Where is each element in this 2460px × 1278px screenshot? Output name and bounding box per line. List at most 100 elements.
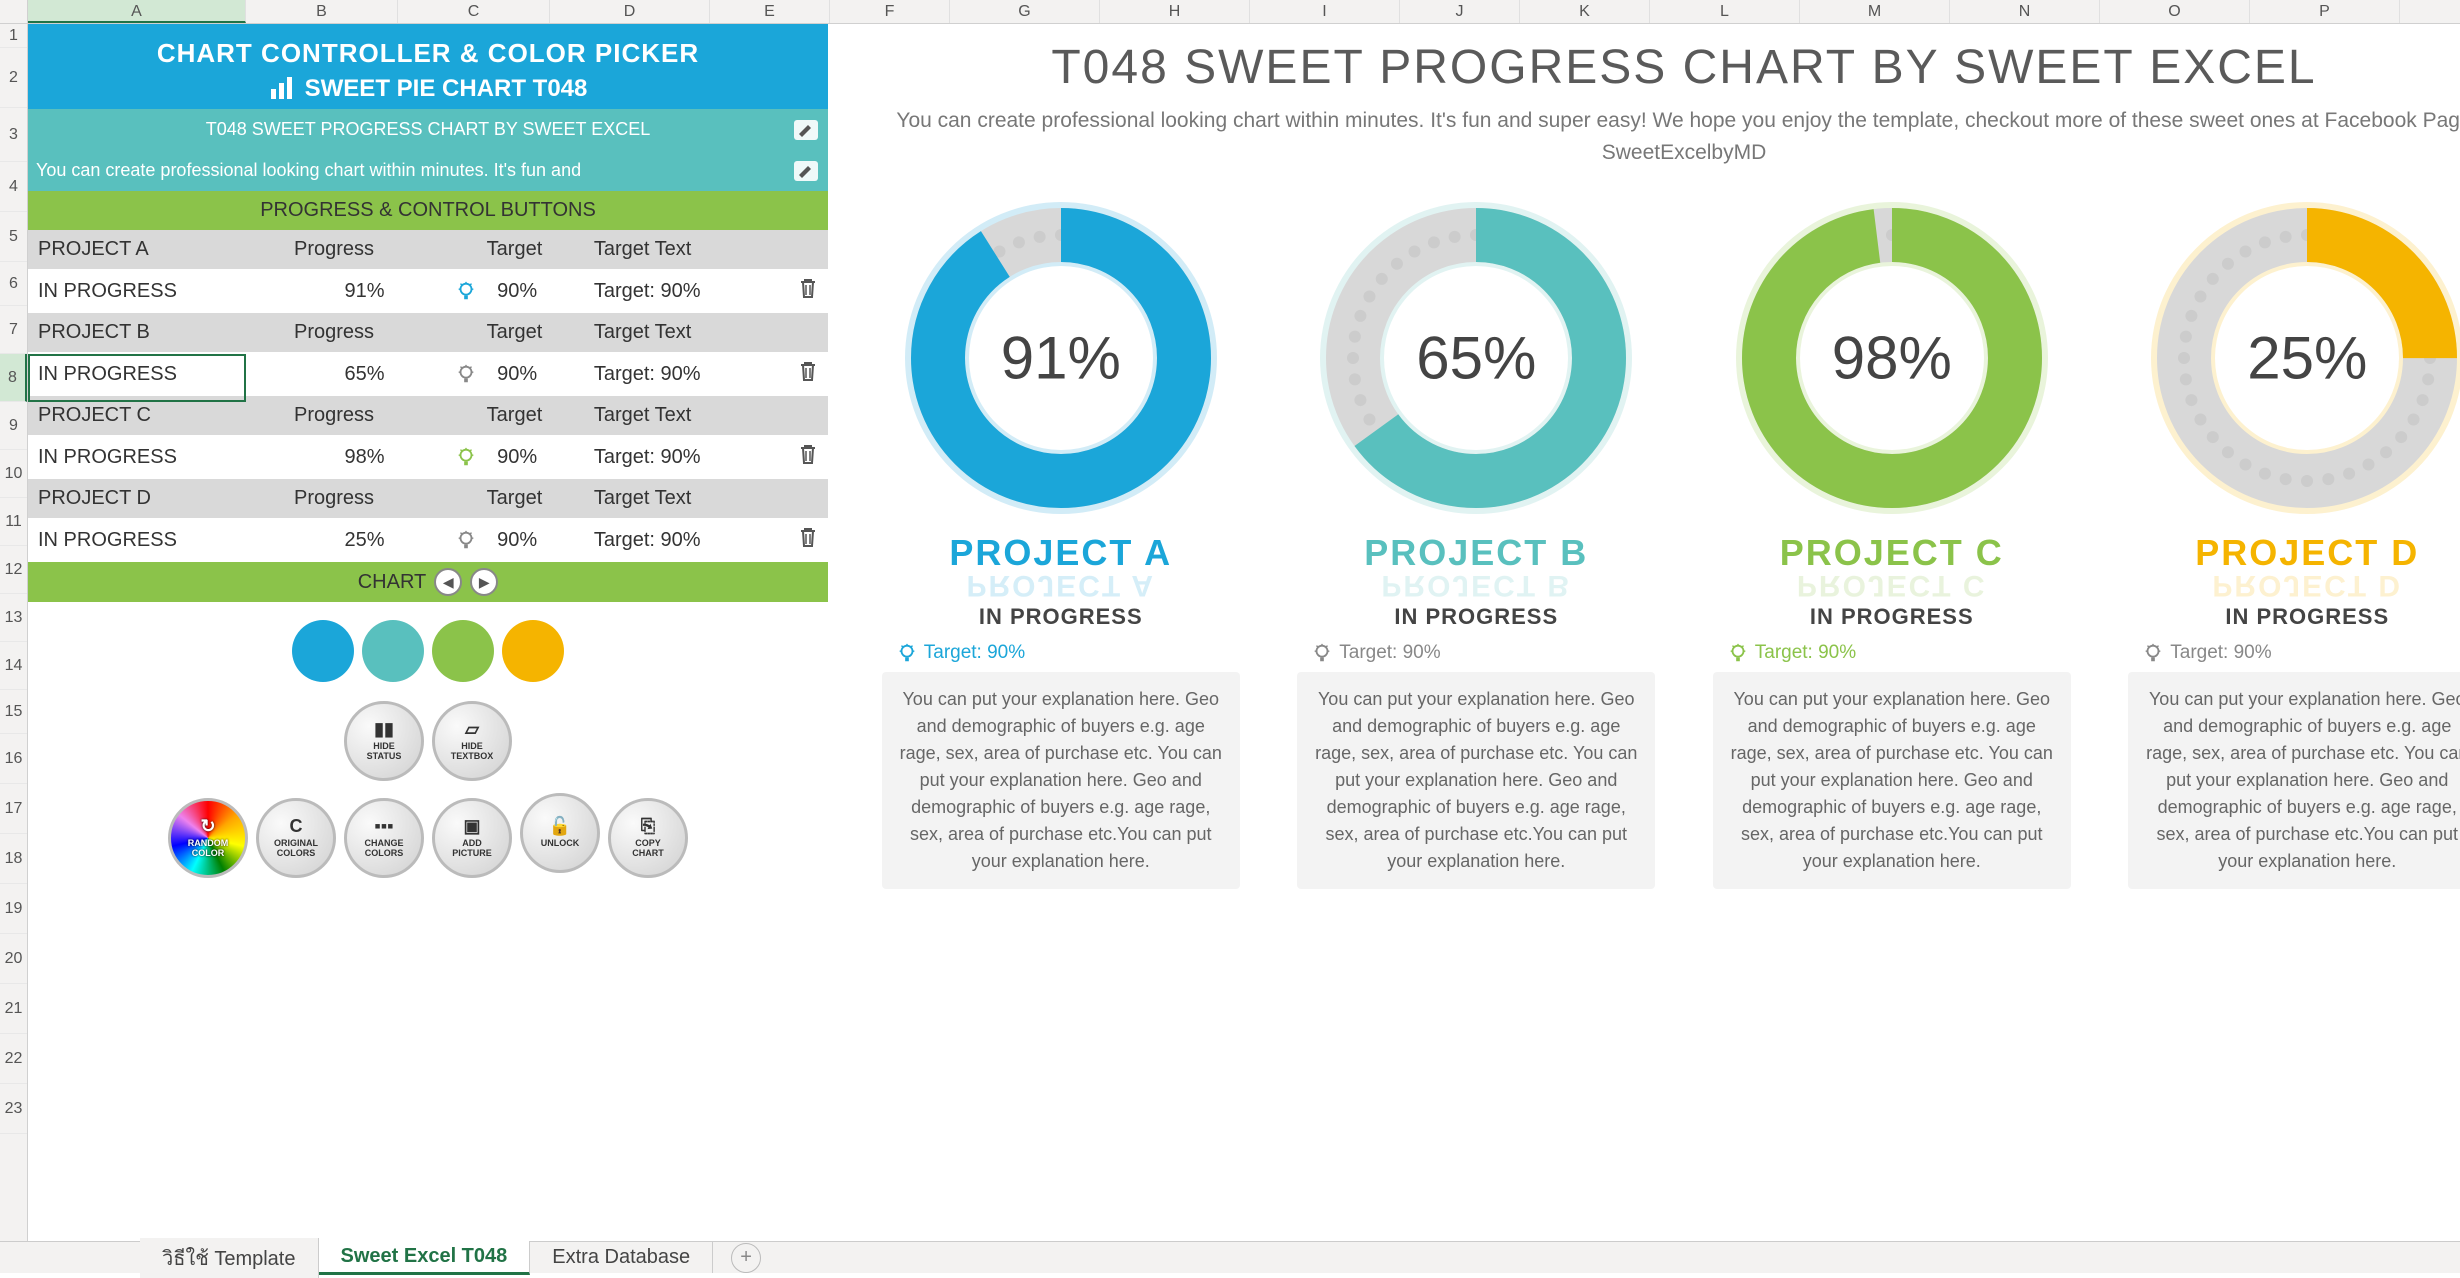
row-header-4[interactable]: 4	[0, 162, 27, 212]
project-name-cell[interactable]: PROJECT D	[28, 479, 284, 518]
project-name-reflection: PROJECT B	[1291, 568, 1661, 602]
column-header-L[interactable]: L	[1650, 0, 1800, 23]
row-header-6[interactable]: 6	[0, 262, 27, 306]
target-cell[interactable]: 90%	[487, 352, 584, 396]
status-cell[interactable]: IN PROGRESS	[28, 352, 284, 396]
delete-button[interactable]	[788, 518, 828, 562]
row-header-13[interactable]: 13	[0, 594, 27, 642]
column-header-K[interactable]: K	[1520, 0, 1650, 23]
donut-percent-label: 25%	[2247, 324, 2367, 393]
delete-button[interactable]	[788, 269, 828, 313]
ctrl-button-hide-textbox[interactable]: ▱HIDETEXTBOX	[432, 701, 512, 781]
row-header-15[interactable]: 15	[0, 690, 27, 734]
row-header-3[interactable]: 3	[0, 108, 27, 162]
target-text-cell[interactable]: Target: 90%	[584, 518, 788, 562]
column-header-G[interactable]: G	[950, 0, 1100, 23]
ctrl-button-copy-chart[interactable]: ⎘COPYCHART	[608, 798, 688, 878]
sheet-tab[interactable]: Sweet Excel T048	[319, 1241, 531, 1275]
row-header-19[interactable]: 19	[0, 884, 27, 934]
color-swatch-2[interactable]	[432, 620, 494, 682]
status-cell[interactable]: IN PROGRESS	[28, 435, 284, 479]
target-text-cell[interactable]: Target: 90%	[584, 269, 788, 313]
lightbulb-icon[interactable]	[445, 435, 487, 479]
column-header-P[interactable]: P	[2250, 0, 2400, 23]
target-cell[interactable]: 90%	[487, 435, 584, 479]
row-headers: 1234567891011121314151617181920212223	[0, 24, 28, 1241]
target-text-cell[interactable]: Target: 90%	[584, 352, 788, 396]
column-header-J[interactable]: J	[1400, 0, 1520, 23]
project-name-cell[interactable]: PROJECT A	[28, 230, 284, 269]
color-swatch-3[interactable]	[502, 620, 564, 682]
chart-prev-button[interactable]: ◀	[434, 568, 462, 596]
ctrl-button-random-color[interactable]: ↻RANDOMCOLOR	[168, 798, 248, 878]
column-header-E[interactable]: E	[710, 0, 830, 23]
lightbulb-icon[interactable]	[445, 352, 487, 396]
ctrl-button-change-colors[interactable]: ▪▪▪CHANGECOLORS	[344, 798, 424, 878]
explanation-box: You can put your explanation here. Geo a…	[1297, 672, 1655, 889]
row-header-5[interactable]: 5	[0, 212, 27, 262]
progress-cell[interactable]: 25%	[284, 518, 445, 562]
row-header-7[interactable]: 7	[0, 306, 27, 354]
progress-cell[interactable]: 98%	[284, 435, 445, 479]
column-header-Q[interactable]: Q	[2400, 0, 2460, 23]
status-cell[interactable]: IN PROGRESS	[28, 518, 284, 562]
status-cell[interactable]: IN PROGRESS	[28, 269, 284, 313]
progress-cell[interactable]: 91%	[284, 269, 445, 313]
sheet-tab[interactable]: วิธีใช้ Template	[140, 1238, 319, 1278]
row-header-14[interactable]: 14	[0, 642, 27, 690]
donut-percent-label: 65%	[1416, 324, 1536, 393]
progress-cell[interactable]: 65%	[284, 352, 445, 396]
column-header-B[interactable]: B	[246, 0, 398, 23]
col-target: Target	[445, 230, 584, 269]
row-header-20[interactable]: 20	[0, 934, 27, 984]
target-text-cell[interactable]: Target: 90%	[584, 435, 788, 479]
col-target-text: Target Text	[584, 479, 788, 518]
project-name-reflection: PROJECT D	[2122, 568, 2460, 602]
row-header-1[interactable]: 1	[0, 24, 27, 48]
row-header-16[interactable]: 16	[0, 734, 27, 784]
project-name-cell[interactable]: PROJECT B	[28, 313, 284, 352]
chart-nav-bar: CHART ◀ ▶	[28, 562, 828, 602]
lightbulb-icon[interactable]	[445, 269, 487, 313]
row-header-8[interactable]: 8	[0, 354, 27, 402]
color-swatch-0[interactable]	[292, 620, 354, 682]
ctrl-button-original-colors[interactable]: CORIGINALCOLORS	[256, 798, 336, 878]
row-header-17[interactable]: 17	[0, 784, 27, 834]
target-row: Target: 90%	[2142, 642, 2460, 664]
column-header-D[interactable]: D	[550, 0, 710, 23]
column-header-M[interactable]: M	[1800, 0, 1950, 23]
ctrl-button-add-picture[interactable]: ▣ADDPICTURE	[432, 798, 512, 878]
column-header-I[interactable]: I	[1250, 0, 1400, 23]
lightbulb-icon[interactable]	[445, 518, 487, 562]
project-name-reflection: PROJECT C	[1707, 568, 2077, 602]
row-header-2[interactable]: 2	[0, 48, 27, 108]
chart-next-button[interactable]: ▶	[470, 568, 498, 596]
ctrl-button-unlock[interactable]: 🔓UNLOCK	[520, 793, 600, 873]
edit-icon[interactable]	[794, 161, 818, 181]
delete-button[interactable]	[788, 352, 828, 396]
column-header-O[interactable]: O	[2100, 0, 2250, 23]
target-cell[interactable]: 90%	[487, 518, 584, 562]
add-sheet-button[interactable]: +	[731, 1243, 761, 1273]
sheet-tab[interactable]: Extra Database	[530, 1242, 713, 1273]
column-header-C[interactable]: C	[398, 0, 550, 23]
column-header-H[interactable]: H	[1100, 0, 1250, 23]
column-header-N[interactable]: N	[1950, 0, 2100, 23]
row-header-9[interactable]: 9	[0, 402, 27, 450]
column-header-A[interactable]: A	[28, 0, 246, 23]
project-name-cell[interactable]: PROJECT C	[28, 396, 284, 435]
row-header-23[interactable]: 23	[0, 1084, 27, 1134]
row-header-21[interactable]: 21	[0, 984, 27, 1034]
edit-icon[interactable]	[794, 120, 818, 140]
row-header-10[interactable]: 10	[0, 450, 27, 498]
target-cell[interactable]: 90%	[487, 269, 584, 313]
ctrl-button-hide-status[interactable]: ▮▮HIDESTATUS	[344, 701, 424, 781]
delete-button[interactable]	[788, 435, 828, 479]
column-header-F[interactable]: F	[830, 0, 950, 23]
row-header-12[interactable]: 12	[0, 546, 27, 594]
select-all-corner[interactable]	[0, 0, 28, 24]
color-swatch-1[interactable]	[362, 620, 424, 682]
row-header-11[interactable]: 11	[0, 498, 27, 546]
row-header-18[interactable]: 18	[0, 834, 27, 884]
row-header-22[interactable]: 22	[0, 1034, 27, 1084]
